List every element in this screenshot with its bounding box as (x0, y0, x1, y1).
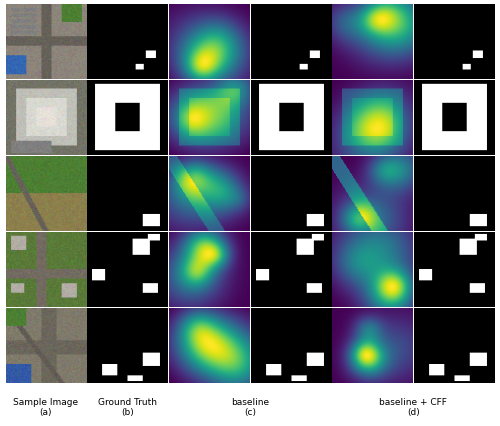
Text: baseline + CFF
(d): baseline + CFF (d) (380, 397, 448, 417)
Text: Ground Truth
(b): Ground Truth (b) (98, 397, 157, 417)
Text: Sample Image
(a): Sample Image (a) (14, 397, 78, 417)
Text: baseline
(c): baseline (c) (231, 397, 269, 417)
